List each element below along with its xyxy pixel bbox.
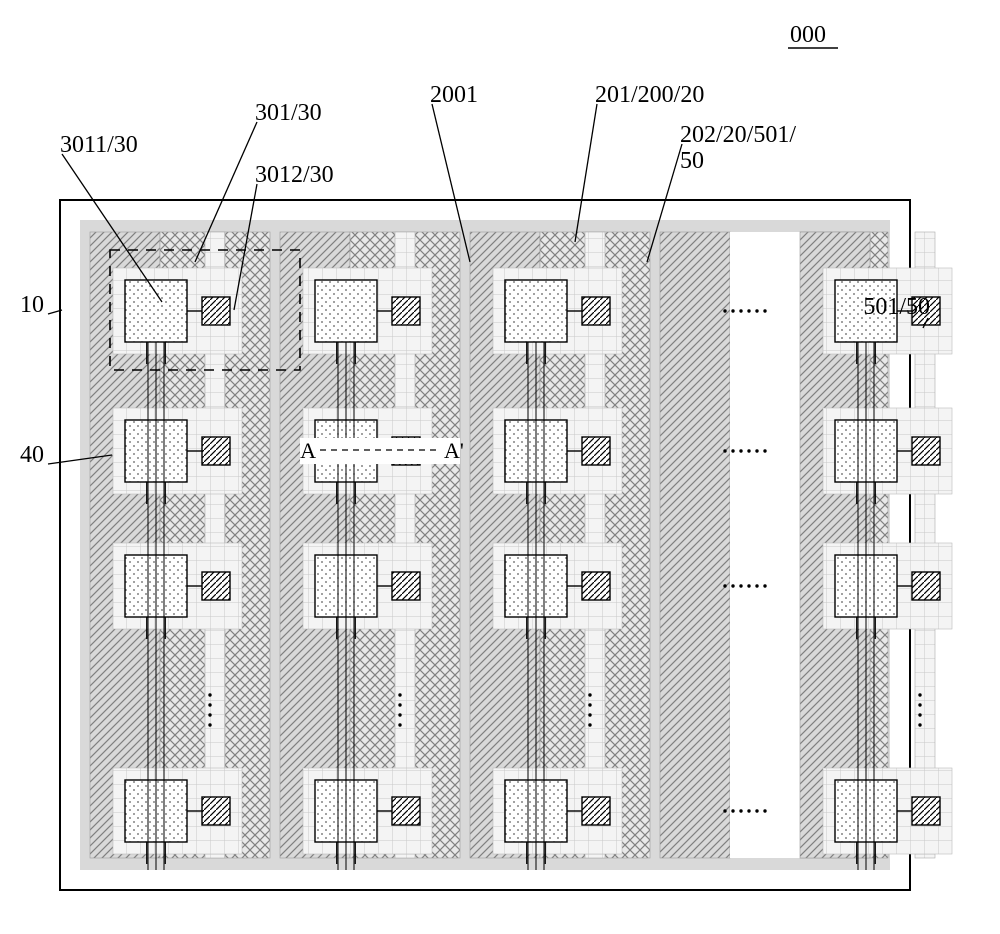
svg-text:50: 50: [680, 148, 704, 174]
svg-text:202/20/501/: 202/20/501/: [680, 122, 796, 148]
svg-text:40: 40: [20, 442, 44, 468]
svg-text:10: 10: [20, 292, 44, 318]
diagram-svg: A A' 000 3011/30 301/30 3012/30 2001 201/200/20…: [0, 0, 1000, 934]
svg-text:A: A: [300, 438, 316, 463]
svg-text:201/200/20: 201/200/20: [595, 82, 704, 108]
svg-text:A': A': [444, 438, 464, 463]
svg-text:501/50: 501/50: [863, 294, 930, 320]
svg-text:2001: 2001: [430, 82, 478, 108]
svg-text:3011/30: 3011/30: [60, 132, 138, 158]
diagram-canvas: A A' 000 3011/30 301/30 3012/30 2001 201/200/20…: [0, 0, 1000, 934]
svg-text:301/30: 301/30: [255, 100, 322, 126]
svg-text:3012/30: 3012/30: [255, 162, 334, 188]
svg-text:000: 000: [790, 22, 826, 48]
